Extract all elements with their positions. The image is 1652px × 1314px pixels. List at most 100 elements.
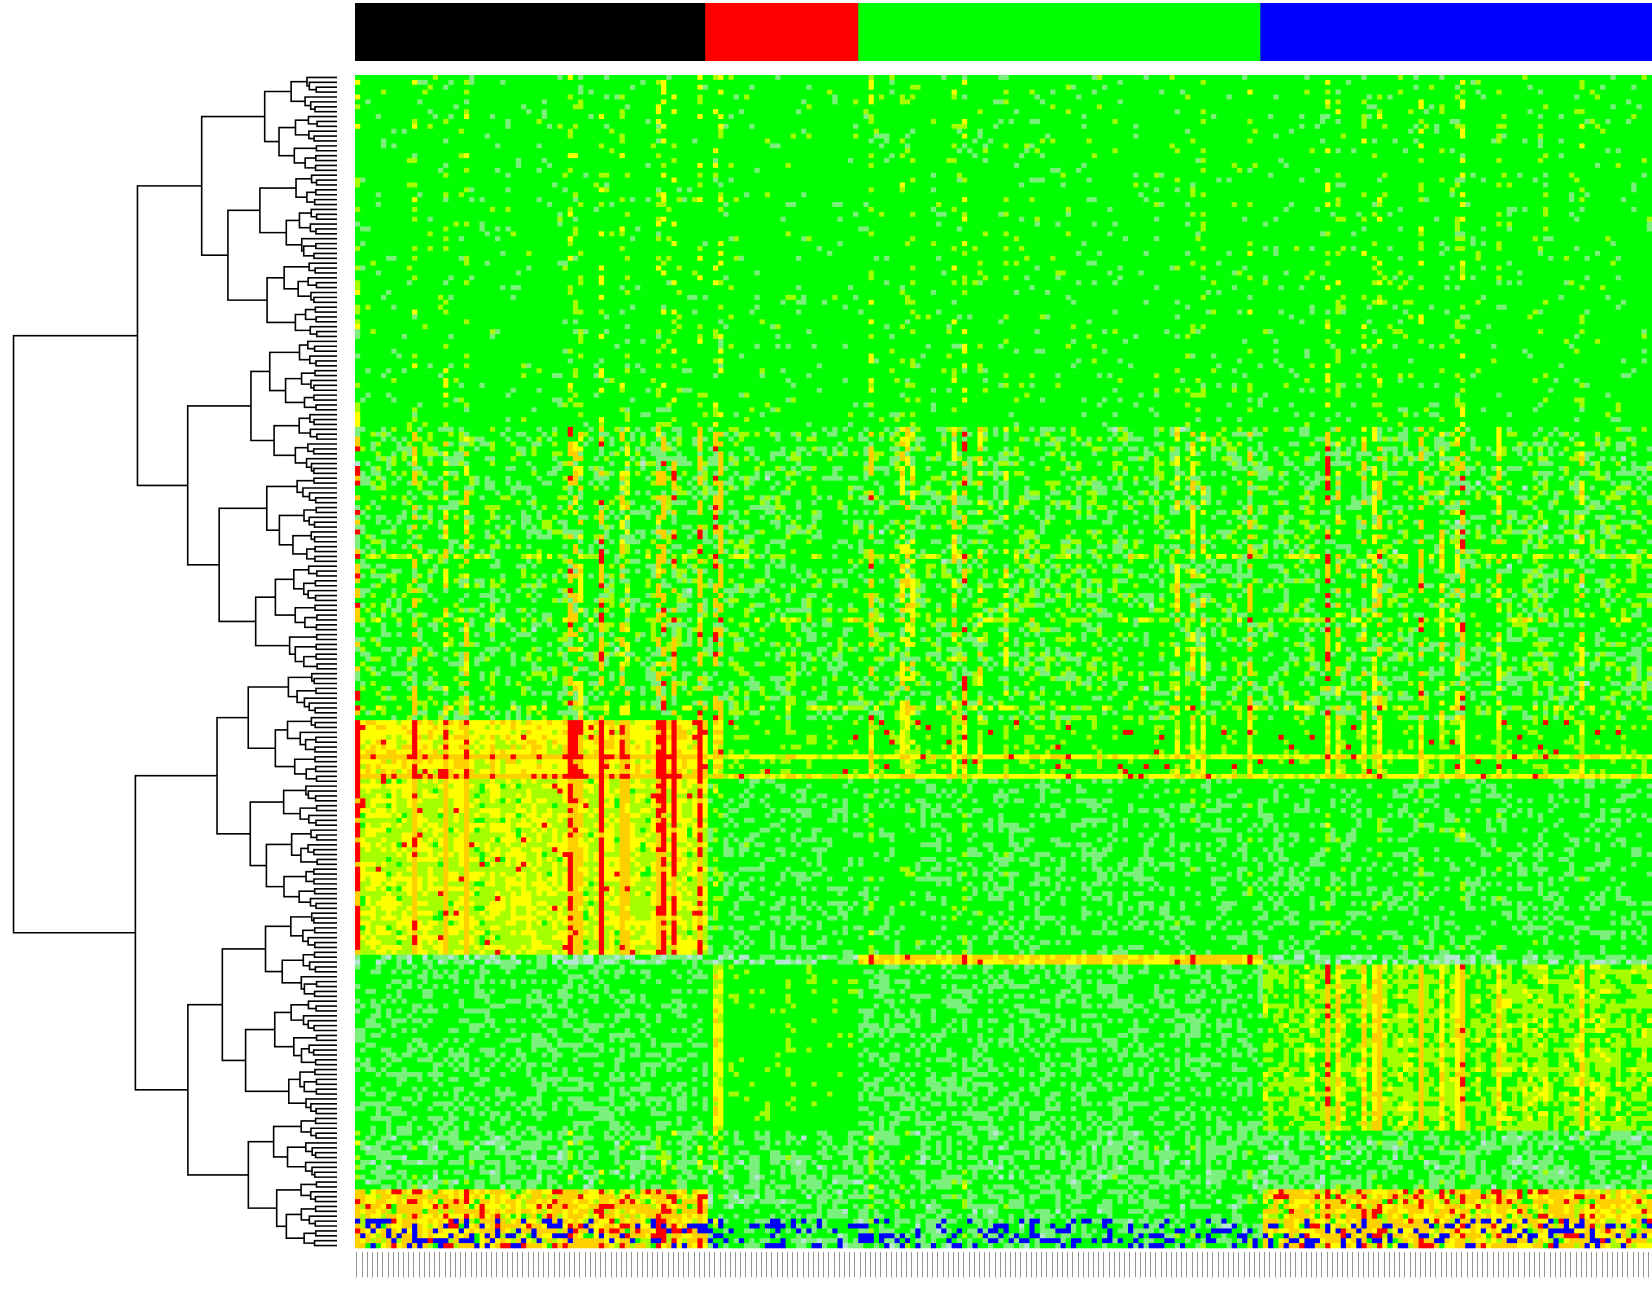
heatmap-cell [573, 99, 578, 104]
heatmap-cell [869, 75, 874, 80]
heatmap-cell [1310, 104, 1315, 109]
heatmap-cell [791, 95, 796, 100]
heatmap-cell [1579, 99, 1584, 104]
heatmap-cell [1377, 75, 1382, 80]
heatmap-cell [770, 80, 775, 85]
heatmap-cell [531, 85, 536, 90]
heatmap-cell [1190, 85, 1195, 90]
heatmap-cell [1149, 104, 1154, 109]
heatmap-cell [422, 99, 427, 104]
heatmap-cell [459, 75, 464, 80]
heatmap-cell [1460, 85, 1465, 90]
heatmap-cell [827, 99, 832, 104]
heatmap-cell [1284, 85, 1289, 90]
heatmap-cell [521, 90, 526, 95]
heatmap-cell [1304, 80, 1309, 85]
heatmap-cell [407, 95, 412, 100]
heatmap-cell [1284, 99, 1289, 104]
heatmap-cell [1149, 95, 1154, 100]
heatmap-cell [786, 99, 791, 104]
heatmap-cell [1636, 75, 1641, 80]
heatmap-cell [666, 85, 671, 90]
heatmap-cell [1061, 104, 1066, 109]
heatmap-cell [874, 95, 879, 100]
heatmap-cell [1408, 75, 1413, 80]
heatmap-cell [537, 99, 542, 104]
heatmap-cell [521, 75, 526, 80]
heatmap-cell [1569, 90, 1574, 95]
heatmap-cell [1543, 90, 1548, 95]
heatmap-cell [926, 95, 931, 100]
heatmap-cell [920, 75, 925, 80]
heatmap-cell [1569, 80, 1574, 85]
heatmap-cell [630, 95, 635, 100]
heatmap-cell [1351, 90, 1356, 95]
heatmap-cell [1159, 95, 1164, 100]
heatmap-cell [1595, 99, 1600, 104]
heatmap-cell [998, 95, 1003, 100]
heatmap-cell [780, 90, 785, 95]
heatmap-cell [386, 90, 391, 95]
heatmap-cell [1170, 104, 1175, 109]
heatmap-cell [1284, 75, 1289, 80]
heatmap-cell [1310, 95, 1315, 100]
heatmap-cell [1289, 95, 1294, 100]
heatmap-cell [464, 99, 469, 104]
heatmap-cell [1081, 75, 1086, 80]
heatmap-cell [464, 90, 469, 95]
heatmap-cell [1097, 85, 1102, 90]
heatmap-cell [1564, 75, 1569, 80]
heatmap-cell [1507, 90, 1512, 95]
heatmap-cell [1559, 90, 1564, 95]
heatmap-cell [1600, 95, 1605, 100]
heatmap-cell [1268, 75, 1273, 80]
heatmap-cell [1579, 85, 1584, 90]
heatmap-cell [438, 90, 443, 95]
heatmap-cell [770, 90, 775, 95]
heatmap-cell [578, 95, 583, 100]
heatmap-cell [796, 85, 801, 90]
heatmap-cell [687, 95, 692, 100]
heatmap-cell [983, 90, 988, 95]
heatmap-cell [563, 75, 568, 80]
heatmap-cell [760, 80, 765, 85]
heatmap-cell [448, 99, 453, 104]
heatmap-cell [713, 99, 718, 104]
heatmap-cell [1496, 99, 1501, 104]
heatmap-cell [1341, 95, 1346, 100]
heatmap-cell [1164, 80, 1169, 85]
heatmap-cell [412, 95, 417, 100]
heatmap-cell [1066, 99, 1071, 104]
heatmap-cell [1548, 104, 1553, 109]
heatmap-cell [1227, 85, 1232, 90]
heatmap-cell [677, 85, 682, 90]
heatmap-cell [651, 99, 656, 104]
heatmap-cell [1128, 80, 1133, 85]
heatmap-cell [666, 90, 671, 95]
heatmap-cell [1294, 85, 1299, 90]
heatmap-cell [490, 90, 495, 95]
heatmap-cell [1470, 90, 1475, 95]
heatmap-cell [1574, 85, 1579, 90]
heatmap-cell [713, 75, 718, 80]
heatmap-cell [505, 104, 510, 109]
heatmap-cell [1190, 104, 1195, 109]
heatmap-cell [1159, 104, 1164, 109]
heatmap-cell [1133, 85, 1138, 90]
heatmap-cell [671, 90, 676, 95]
heatmap-cell [511, 90, 516, 95]
heatmap-cell [1527, 104, 1532, 109]
heatmap-cell [723, 90, 728, 95]
heatmap-cell [1170, 85, 1175, 90]
heatmap-cell [708, 104, 713, 109]
heatmap-cell [485, 109, 490, 114]
heatmap-cell [1382, 75, 1387, 80]
heatmap-cell [1330, 90, 1335, 95]
heatmap-cell [1325, 99, 1330, 104]
heatmap-cell [723, 85, 728, 90]
heatmap-cell [1087, 90, 1092, 95]
heatmap-cell [651, 90, 656, 95]
heatmap-cell [962, 95, 967, 100]
heatmap-cell [910, 90, 915, 95]
heatmap-cell [1413, 90, 1418, 95]
